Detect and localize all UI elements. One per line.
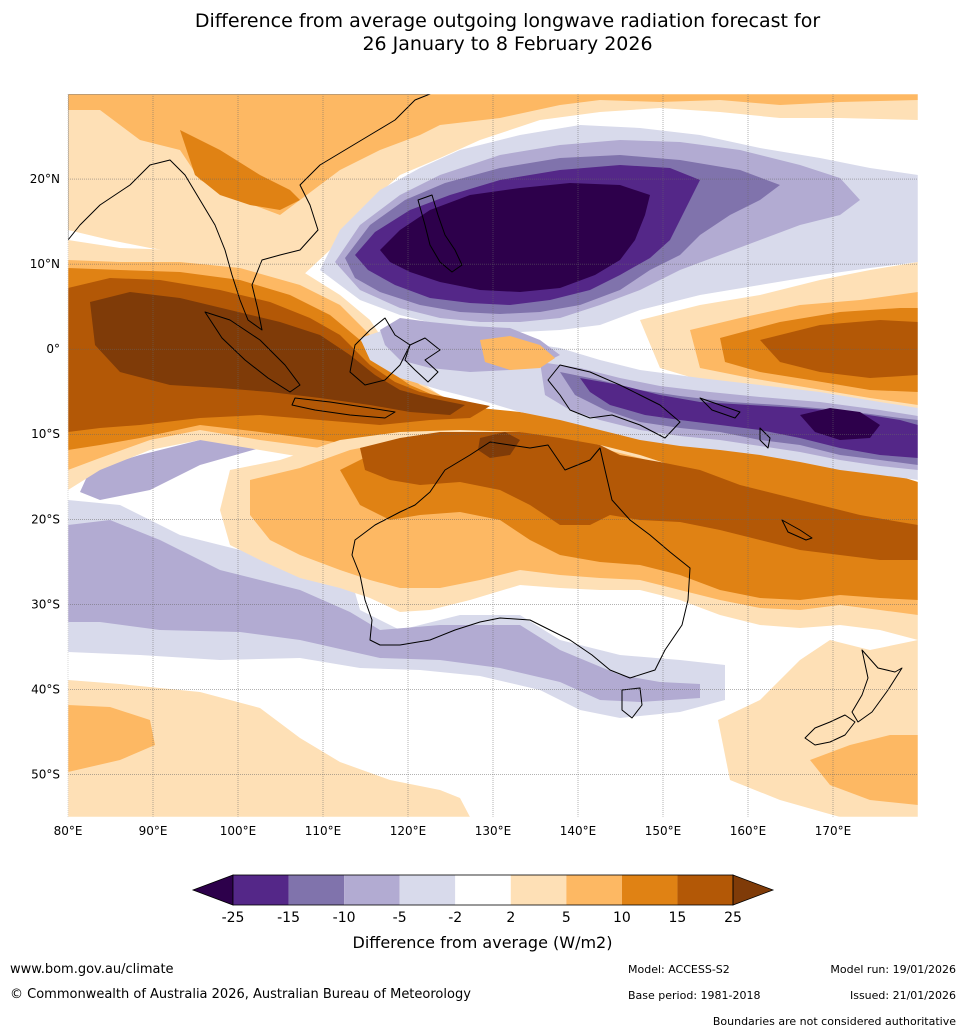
longitude-tick-label: 160°E xyxy=(730,824,767,838)
colorbar-swatch xyxy=(566,875,622,905)
latitude-tick-label: 0° xyxy=(46,342,60,356)
map-frame xyxy=(67,93,919,818)
colorbar: -25 -15 -10 -5 -2 2 5 10 15 25 xyxy=(191,874,775,926)
copyright-text: © Commonwealth of Australia 2026, Austra… xyxy=(10,987,471,1002)
region-spcz-core xyxy=(800,408,880,440)
latitude-tick-label: 10°S xyxy=(31,427,60,441)
colorbar-swatch xyxy=(677,875,733,905)
region-celebes-orange xyxy=(480,336,555,370)
region-wpac-purple-core xyxy=(380,183,650,292)
region-indochina-orange xyxy=(180,130,300,210)
colorbar-swatch xyxy=(621,875,678,905)
region-maritime-darkest xyxy=(90,292,465,415)
java-outline xyxy=(291,397,396,419)
base-period: Base period: 1981-2018 xyxy=(628,989,761,1002)
model-name: Model: ACCESS-S2 xyxy=(628,963,730,976)
longitude-tick-label: 80°E xyxy=(54,824,83,838)
boundary-disclaimer: Boundaries are not considered authoritat… xyxy=(712,1015,956,1028)
longitude-tick-label: 130°E xyxy=(475,824,512,838)
longitude-tick-label: 100°E xyxy=(220,824,257,838)
new-guinea-outline xyxy=(547,364,681,439)
colorbar-swatch xyxy=(399,875,456,905)
region-central-pacific-dark xyxy=(760,320,918,378)
colorbar-tick-label: -15 xyxy=(277,910,300,926)
colorbar-tick-label: 25 xyxy=(724,910,742,926)
colorbar-tick-label: 10 xyxy=(613,910,631,926)
colorbar-tick-label: -5 xyxy=(393,910,407,926)
model-run-date: Model run: 19/01/2026 xyxy=(830,963,956,976)
australia-outline xyxy=(351,441,691,679)
latitude-tick-label: 30°S xyxy=(31,597,60,611)
region-southern-ocean-med xyxy=(68,705,155,772)
latitude-tick-label: 10°N xyxy=(30,257,60,271)
colorbar-tick-label: -25 xyxy=(222,910,245,926)
issued-date: Issued: 21/01/2026 xyxy=(849,989,956,1002)
region-n-australia-dark xyxy=(360,432,918,560)
colorbar-swatch xyxy=(233,875,289,905)
colorbar-swatch xyxy=(510,875,567,905)
colorbar-tick-label: 5 xyxy=(562,910,571,926)
colorbar-label: Difference from average (W/m2) xyxy=(352,933,613,952)
vanuatu-outline xyxy=(759,427,771,449)
colorbar-extend-low xyxy=(191,874,234,906)
colorbar-tick-label: 15 xyxy=(669,910,687,926)
sumatra-outline xyxy=(204,311,301,393)
latitude-tick-label: 40°S xyxy=(31,682,60,696)
longitude-tick-label: 170°E xyxy=(815,824,852,838)
colorbar-outline xyxy=(232,874,734,906)
colorbar-swatch xyxy=(344,875,400,905)
region-north-asia-med xyxy=(68,94,918,215)
colorbar-tick-label: 2 xyxy=(506,910,515,926)
longitude-tick-label: 90°E xyxy=(139,824,168,838)
title-line-1: Difference from average outgoing longwav… xyxy=(194,10,821,32)
new-caledonia-outline xyxy=(781,519,813,541)
colorbar-swatch xyxy=(288,875,345,905)
region-south-indian-purple xyxy=(68,520,700,702)
colorbar-tick-label: -10 xyxy=(333,910,356,926)
longitude-tick-label: 110°E xyxy=(305,824,342,838)
solomon-islands-outline xyxy=(699,397,741,419)
website-link[interactable]: www.bom.gov.au/climate xyxy=(10,962,174,977)
borneo-outline xyxy=(349,317,411,386)
asia-mainland-outline xyxy=(68,94,431,331)
coastlines xyxy=(68,94,903,746)
latitude-tick-label: 20°N xyxy=(30,172,60,186)
chart-title: Difference from average outgoing longwav… xyxy=(0,10,965,56)
region-southern-ocean-light xyxy=(68,680,470,817)
latitude-tick-label: 20°S xyxy=(31,512,60,526)
longitude-tick-label: 150°E xyxy=(645,824,682,838)
title-line-2: 26 January to 8 February 2026 xyxy=(362,33,653,55)
region-tasman-med xyxy=(810,735,918,805)
longitude-tick-label: 140°E xyxy=(560,824,597,838)
region-n-australia-darkest xyxy=(478,432,520,458)
philippines-outline xyxy=(417,194,463,273)
new-zealand-south-outline xyxy=(804,714,856,746)
tasmania-outline xyxy=(621,687,643,719)
axis-labels: 80°E 90°E 100°E 110°E 120°E 130°E 140°E 150°E 16… xyxy=(30,172,852,838)
region-spcz-purple-dark xyxy=(580,378,918,458)
colorbar-swatch xyxy=(455,875,511,905)
colorbar-tick-label: -2 xyxy=(448,910,462,926)
colorbar-extend-high xyxy=(732,874,775,906)
longitude-tick-label: 120°E xyxy=(390,824,427,838)
sulawesi-outline xyxy=(404,337,441,383)
latitude-tick-label: 50°S xyxy=(31,767,60,781)
